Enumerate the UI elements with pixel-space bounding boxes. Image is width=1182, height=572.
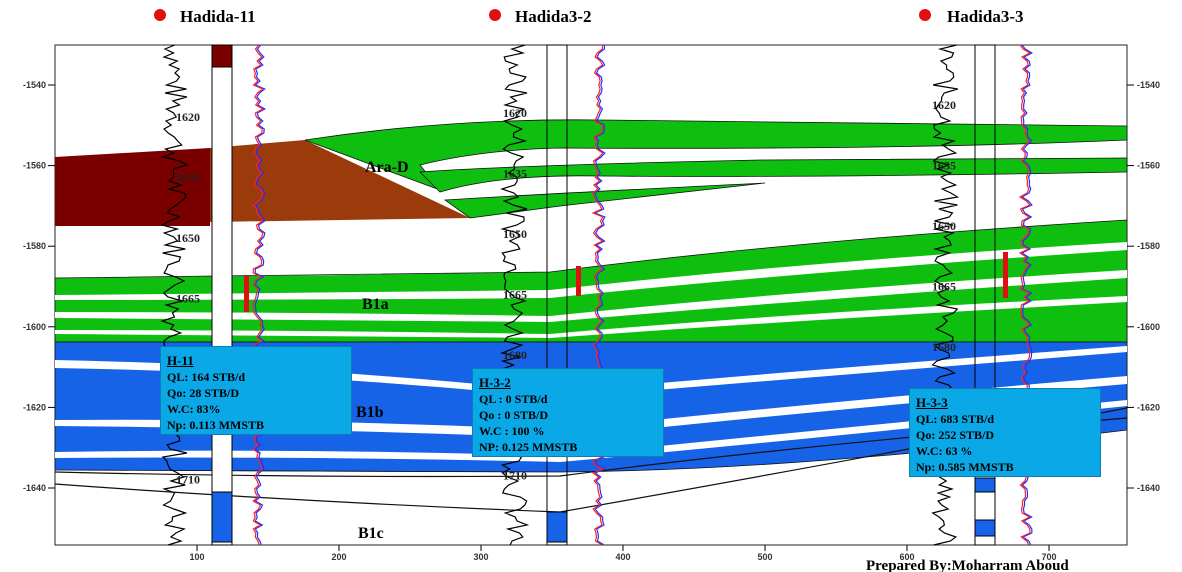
depth-label: 1635 [176,170,200,184]
y-tick-label: -1540 [1137,80,1160,90]
info-line: W.C: 83% [167,401,345,417]
depth-label: 1680 [932,340,956,354]
depth-label: 1635 [932,158,956,172]
y-tick-label: -1620 [1137,402,1160,412]
depth-label: 1665 [503,287,527,301]
zone-label: B1c [358,525,384,542]
info-line: W.C : 100 % [479,423,657,439]
info-line: Qo : 0 STB/D [479,407,657,423]
depth-label: 1635 [503,166,527,180]
info-line: W.C: 63 % [916,443,1094,459]
x-tick-label: 300 [473,552,488,562]
y-tick-label: -1620 [23,402,46,412]
depth-label: 1650 [503,227,527,241]
x-tick-label: 500 [757,552,772,562]
info-line: Np: 0.585 MMSTB [916,459,1094,475]
y-tick-label: -1640 [1137,483,1160,493]
zone-label: Ara-D [365,159,409,176]
y-tick-label: -1600 [1137,322,1160,332]
depth-label: 1710 [176,473,200,487]
cross-section: Hadida-11 1620 1635 1650 1665 1710 Hadida3-2 16… [0,0,1182,572]
info-title: H-3-2 [479,375,657,391]
info-line: QL : 0 STB/d [479,391,657,407]
depth-label: 1620 [932,98,956,112]
depth-label: 1620 [503,106,527,120]
info-line: Qo: 252 STB/D [916,427,1094,443]
well-name: Hadida-11 [180,7,256,26]
y-tick-label: -1580 [23,241,46,251]
depth-label: 1665 [176,291,200,305]
y-tick-label: -1640 [23,483,46,493]
x-tick-label: 100 [189,552,204,562]
depth-label: 1650 [176,231,200,245]
info-line: QL: 683 STB/d [916,411,1094,427]
y-tick-label: -1540 [23,80,46,90]
depth-label: 1620 [176,110,200,124]
y-tick-label: -1560 [1137,161,1160,171]
x-tick-label: 200 [331,552,346,562]
depth-label: 1680 [503,348,527,362]
info-line: NP: 0.125 MMSTB [479,439,657,455]
x-tick-label: 400 [615,552,630,562]
y-tick-label: -1560 [23,161,46,171]
depth-label: 1665 [932,279,956,293]
zone-label: B1a [362,296,389,313]
well-name: Hadida3-2 [515,7,592,26]
info-line: Qo: 28 STB/D [167,385,345,401]
depth-label: 1650 [932,219,956,233]
credit: Prepared By:Moharram Aboud [866,558,1069,572]
well-name: Hadida3-3 [947,7,1024,26]
info-title: H-3-3 [916,395,1094,411]
section-svg: Hadida-11 1620 1635 1650 1665 1710 Hadida3-2 16… [0,0,1182,572]
zone-label: B1b [356,404,384,421]
info-line: Np: 0.113 MMSTB [167,417,345,433]
info-line: QL: 164 STB/d [167,369,345,385]
y-tick-label: -1600 [23,322,46,332]
depth-label: 1710 [503,469,527,483]
info-title: H-11 [167,353,345,369]
y-tick-label: -1580 [1137,241,1160,251]
